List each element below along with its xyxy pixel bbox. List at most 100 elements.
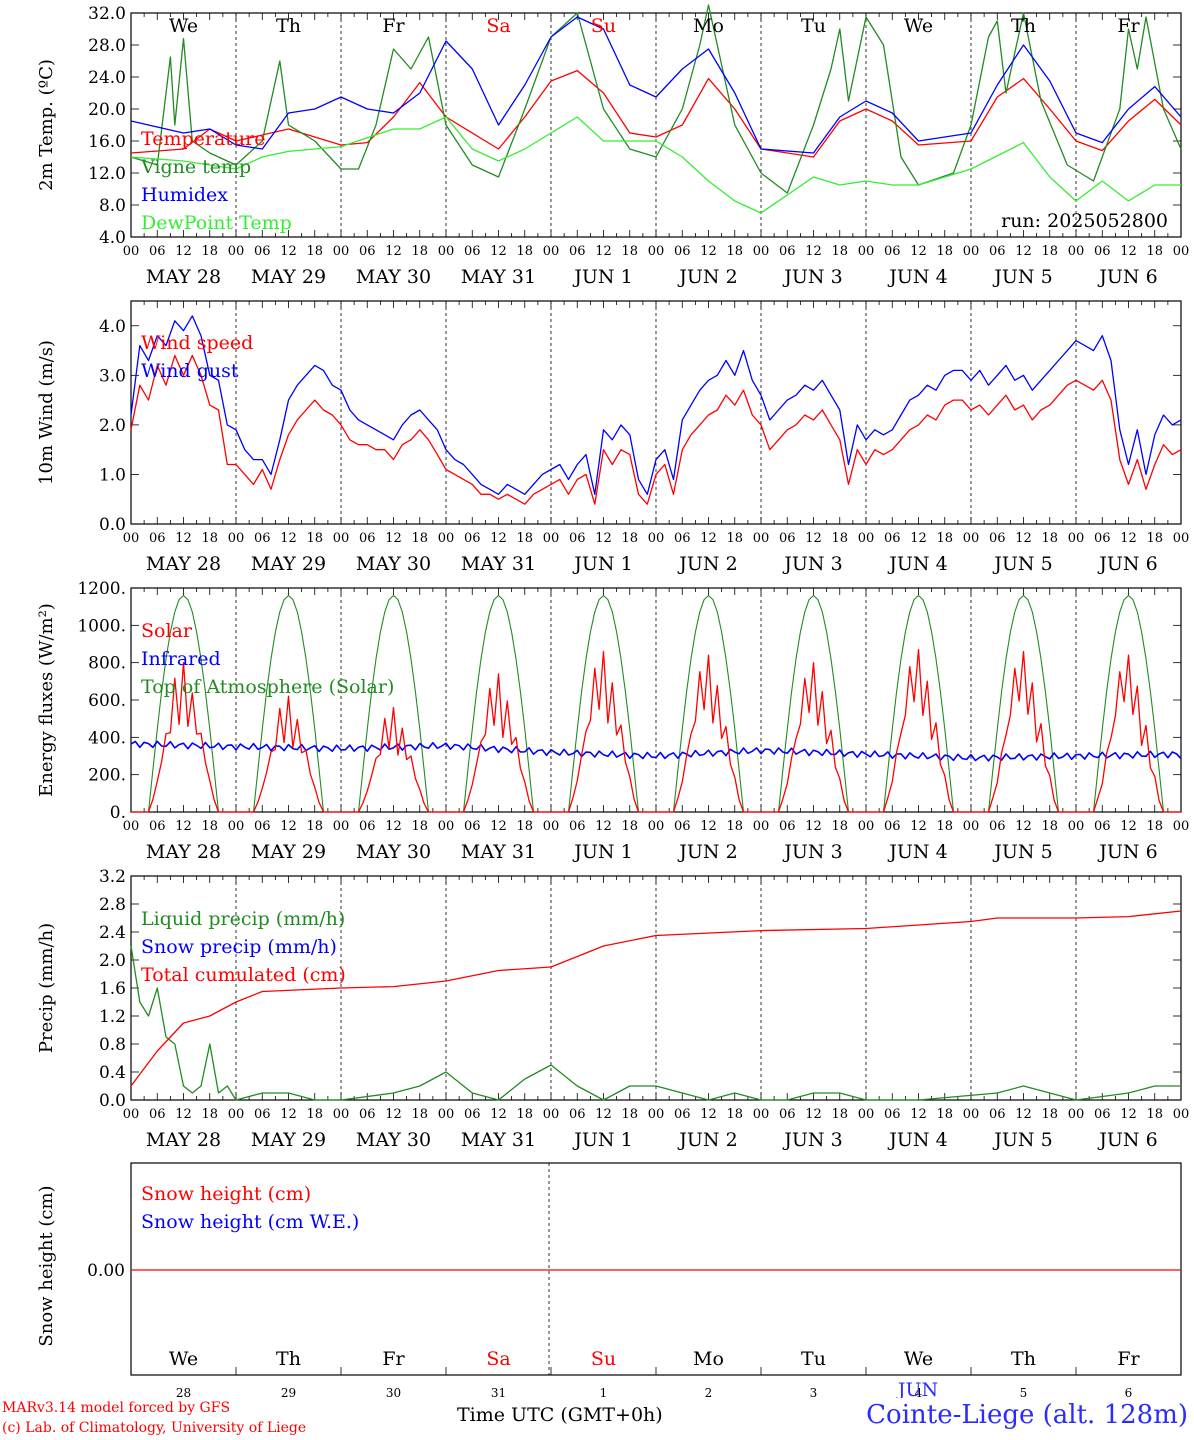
y-tick-label: 3.0 [99, 366, 126, 386]
date-label: JUN 2 [677, 841, 737, 863]
y-tick-label: 12.0 [88, 164, 126, 184]
hour-label: 06 [254, 244, 271, 259]
date-label: JUN 5 [992, 841, 1052, 863]
wind-legend-item: Wind gust [141, 360, 239, 382]
day-name: Mo [693, 1348, 724, 1370]
hour-label: 00 [438, 531, 455, 546]
hour-label: 18 [936, 244, 953, 259]
date-label: JUN 4 [887, 553, 947, 575]
y-tick-label: 2.0 [99, 951, 126, 971]
hour-label: 18 [621, 1107, 638, 1122]
day-name: Fr [1117, 15, 1140, 37]
date-label: MAY 29 [251, 553, 326, 575]
hour-label: 06 [989, 819, 1006, 834]
hour-label: 12 [280, 531, 297, 546]
day-name: Mo [693, 15, 724, 37]
hour-label: 00 [963, 531, 980, 546]
hour-label: 06 [359, 531, 376, 546]
hour-label: 06 [674, 244, 691, 259]
y-tick-label: 0.00 [87, 1261, 125, 1281]
credits: MARv3.14 model forced by GFS (c) Lab. of… [2, 1398, 306, 1438]
hour-label: 18 [1041, 531, 1058, 546]
hour-label: 18 [516, 1107, 533, 1122]
y-tick-label: 3.2 [99, 867, 126, 887]
hour-label: 06 [359, 244, 376, 259]
energy-legend-item: Solar [141, 620, 193, 642]
day-name: Fr [1117, 1348, 1140, 1370]
y-tick-label: 200. [88, 766, 126, 786]
y-tick-label: 0.8 [99, 1035, 126, 1055]
date-label: JUN 3 [782, 553, 842, 575]
energy-legend-item: Infrared [141, 648, 221, 670]
date-label: MAY 31 [461, 1129, 536, 1151]
hour-label: 18 [1041, 244, 1058, 259]
day-number: 2 [705, 1386, 713, 1398]
hour-label: 12 [280, 819, 297, 834]
hour-label: 18 [306, 819, 323, 834]
date-label: JUN 3 [782, 841, 842, 863]
day-number: 28 [176, 1386, 191, 1398]
hour-label: 12 [1120, 531, 1137, 546]
hour-label: 06 [779, 1107, 796, 1122]
hour-label: 00 [123, 244, 140, 259]
date-label: MAY 31 [461, 841, 536, 863]
hour-label: 00 [1173, 1107, 1190, 1122]
hour-label: 18 [516, 244, 533, 259]
hour-label: 00 [648, 531, 665, 546]
credits-line-2: (c) Lab. of Climatology, University of L… [2, 1420, 307, 1436]
hour-label: 12 [700, 819, 717, 834]
date-label: JUN 6 [1097, 553, 1157, 575]
wind-legend-item: Wind speed [141, 332, 253, 354]
day-name: Su [591, 1348, 616, 1370]
day-name: Fr [382, 15, 405, 37]
hour-label: 00 [648, 819, 665, 834]
date-label: JUN 4 [887, 1129, 947, 1151]
snow-legend-item: Snow height (cm) [141, 1183, 311, 1205]
temp-series-2 [130, 4, 1182, 194]
y-tick-label: 4.0 [99, 317, 126, 337]
hour-label: 06 [464, 531, 481, 546]
station-label: Cointe-Liege (alt. 128m) [866, 1400, 1188, 1430]
hour-label: 00 [753, 819, 770, 834]
hour-label: 12 [280, 244, 297, 259]
hour-label: 18 [621, 531, 638, 546]
day-name: We [169, 15, 198, 37]
hour-label: 18 [831, 819, 848, 834]
date-label: MAY 28 [146, 841, 221, 863]
hour-label: 06 [779, 244, 796, 259]
date-label: JUN 6 [1097, 266, 1157, 288]
day-number: 4 [915, 1386, 923, 1398]
hour-label: 18 [306, 1107, 323, 1122]
hour-label: 06 [569, 819, 586, 834]
hour-label: 12 [385, 244, 402, 259]
hour-label: 06 [674, 1107, 691, 1122]
hour-label: 18 [411, 531, 428, 546]
day-number: 31 [491, 1386, 506, 1398]
date-label: MAY 31 [461, 553, 536, 575]
hour-label: 12 [1120, 244, 1137, 259]
day-name: Fr [382, 1348, 405, 1370]
hour-label: 06 [674, 531, 691, 546]
hour-label: 06 [674, 819, 691, 834]
run-label: run: 2025052800 [1001, 210, 1168, 232]
hour-label: 12 [1120, 1107, 1137, 1122]
date-label: MAY 30 [356, 841, 431, 863]
y-tick-label: 800. [88, 654, 126, 674]
hour-label: 18 [936, 819, 953, 834]
hour-label: 00 [963, 1107, 980, 1122]
meteogram-svg: 00 06 12 18 00 06 12 18 00 06 12 18 00 06 12 18 00 06 12 18… [36, 4, 1190, 1398]
hour-label: 18 [936, 531, 953, 546]
hour-label: 06 [464, 244, 481, 259]
y-tick-label: 0.4 [99, 1063, 126, 1083]
hour-label: 12 [910, 819, 927, 834]
hour-label: 18 [411, 244, 428, 259]
y-tick-label: 28.0 [88, 36, 126, 56]
hour-label: 06 [779, 531, 796, 546]
hour-label: 18 [201, 1107, 218, 1122]
hour-label: 12 [700, 1107, 717, 1122]
date-label: MAY 29 [251, 1129, 326, 1151]
hour-label: 06 [1094, 531, 1111, 546]
day-number: 30 [386, 1386, 401, 1398]
day-name: We [904, 1348, 933, 1370]
hour-label: 12 [910, 1107, 927, 1122]
